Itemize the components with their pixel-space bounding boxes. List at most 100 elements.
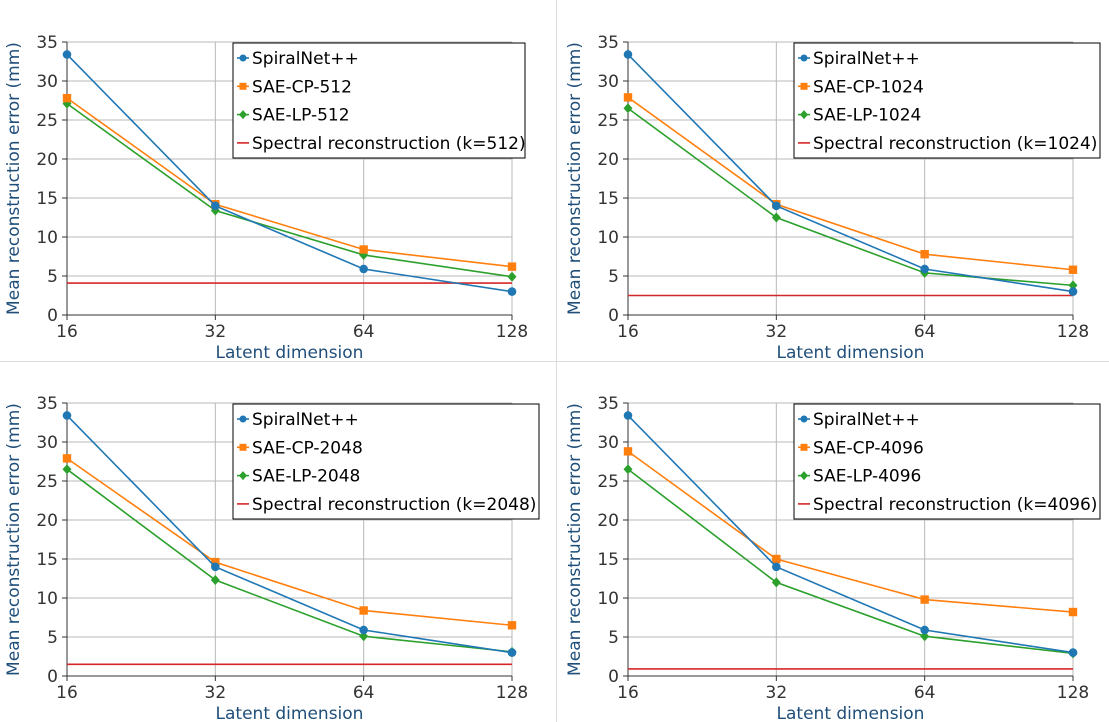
x-tick-label: 16	[56, 683, 78, 703]
x-tick-label: 128	[1057, 683, 1089, 703]
legend-marker	[239, 443, 247, 451]
series-1	[623, 447, 1078, 617]
x-axis-label: Latent dimension	[777, 704, 925, 722]
y-tick-label: 5	[608, 628, 619, 648]
y-tick-label: 0	[608, 667, 619, 687]
y-tick-label: 25	[597, 472, 619, 492]
series-line	[66, 97, 513, 268]
series-line	[66, 414, 513, 654]
y-tick-label: 20	[36, 511, 58, 531]
y-tick-label: 35	[597, 33, 619, 53]
x-tick-label: 128	[496, 322, 528, 342]
y-tick-label: 30	[36, 72, 58, 92]
y-tick-label: 25	[36, 472, 58, 492]
x-tick-label: 16	[617, 322, 639, 342]
data-point	[211, 201, 220, 211]
legend-marker	[800, 415, 808, 423]
data-point	[772, 562, 781, 572]
data-point	[623, 447, 633, 456]
data-point	[359, 606, 368, 615]
data-point	[623, 411, 633, 420]
x-axis-label: Latent dimension	[216, 704, 364, 722]
x-axis-label: Latent dimension	[216, 343, 364, 363]
legend: SpiralNet++ SAE-CP-512 SAE-LP-512 Spectral …	[232, 42, 526, 159]
legend-marker	[239, 54, 247, 62]
x-tick-label: 32	[766, 322, 788, 342]
data-point	[920, 264, 929, 274]
y-tick-label: 5	[608, 267, 619, 287]
y-tick-label: 5	[47, 267, 58, 287]
legend-label: Spectral reconstruction (k=512)	[252, 134, 526, 154]
data-point	[920, 595, 929, 604]
series-2	[62, 464, 517, 657]
series-line	[627, 414, 1074, 654]
legend-marker	[800, 54, 808, 62]
legend-label: SAE-LP-512	[252, 106, 350, 126]
legend-label: SAE-CP-512	[252, 77, 352, 97]
y-tick-label: 30	[597, 433, 619, 453]
data-point	[507, 262, 517, 271]
legend-label: SAE-LP-4096	[813, 467, 921, 487]
y-axis-label: Mean reconstruction error (mm)	[4, 42, 24, 315]
legend-marker	[800, 471, 808, 481]
data-point	[1068, 648, 1078, 657]
legend-marker	[800, 443, 808, 451]
legend-marker	[800, 82, 808, 90]
legend-label: SpiralNet++	[813, 410, 920, 430]
y-tick-label: 25	[597, 111, 619, 131]
y-tick-label: 10	[597, 228, 619, 248]
x-tick-label: 64	[914, 683, 936, 703]
data-point	[772, 201, 781, 211]
y-tick-label: 15	[597, 550, 619, 570]
y-tick-label: 15	[36, 550, 58, 570]
series-line	[627, 450, 1074, 613]
y-tick-label: 35	[597, 394, 619, 414]
data-point	[1068, 287, 1078, 296]
data-point	[920, 249, 929, 259]
data-point	[1068, 265, 1078, 274]
data-point	[62, 454, 72, 463]
y-tick-label: 20	[597, 511, 619, 531]
data-point	[1068, 280, 1078, 291]
legend-label: SAE-CP-4096	[813, 438, 924, 458]
data-point	[211, 562, 220, 572]
chart-panel-1: 0 5 10 15 20 25 30 35 16 32 64 128 Latent dimension M…	[4, 33, 528, 363]
y-tick-label: 35	[36, 33, 58, 53]
legend-label: Spectral reconstruction (k=4096)	[813, 495, 1097, 515]
data-point	[507, 287, 517, 296]
panel-divider-horizontal	[0, 361, 1109, 362]
y-tick-label: 10	[36, 228, 58, 248]
x-tick-label: 32	[205, 683, 227, 703]
legend-box	[793, 42, 1101, 159]
data-point	[62, 50, 72, 59]
y-tick-label: 30	[597, 72, 619, 92]
y-tick-label: 0	[608, 306, 619, 326]
data-point	[623, 464, 633, 475]
data-point	[772, 554, 781, 564]
data-point	[771, 577, 781, 588]
y-tick-label: 20	[597, 150, 619, 170]
x-tick-label: 64	[353, 322, 375, 342]
y-axis-label: Mean reconstruction error (mm)	[4, 403, 24, 676]
x-tick-label: 128	[496, 683, 528, 703]
data-point	[623, 93, 633, 102]
chart-panel-2: 0 5 10 15 20 25 30 35 16 32 64 128 Latent dimension M…	[565, 33, 1101, 363]
legend-box	[232, 403, 540, 520]
data-point	[507, 271, 517, 282]
series-line	[66, 468, 513, 653]
series-line	[66, 457, 513, 627]
legend-box	[232, 42, 526, 159]
data-point	[771, 212, 781, 223]
data-point	[210, 575, 220, 586]
y-tick-label: 15	[36, 189, 58, 209]
series-line	[627, 107, 1074, 287]
chart-panel-4: 0 5 10 15 20 25 30 35 16 32 64 128 Latent dimension M…	[565, 394, 1101, 722]
legend-label: Spectral reconstruction (k=1024)	[813, 134, 1097, 154]
data-point	[623, 103, 633, 114]
x-tick-label: 16	[617, 683, 639, 703]
series-line	[627, 53, 1074, 293]
y-tick-label: 5	[47, 628, 58, 648]
y-tick-label: 0	[47, 667, 58, 687]
y-tick-label: 15	[597, 189, 619, 209]
y-tick-label: 25	[36, 111, 58, 131]
